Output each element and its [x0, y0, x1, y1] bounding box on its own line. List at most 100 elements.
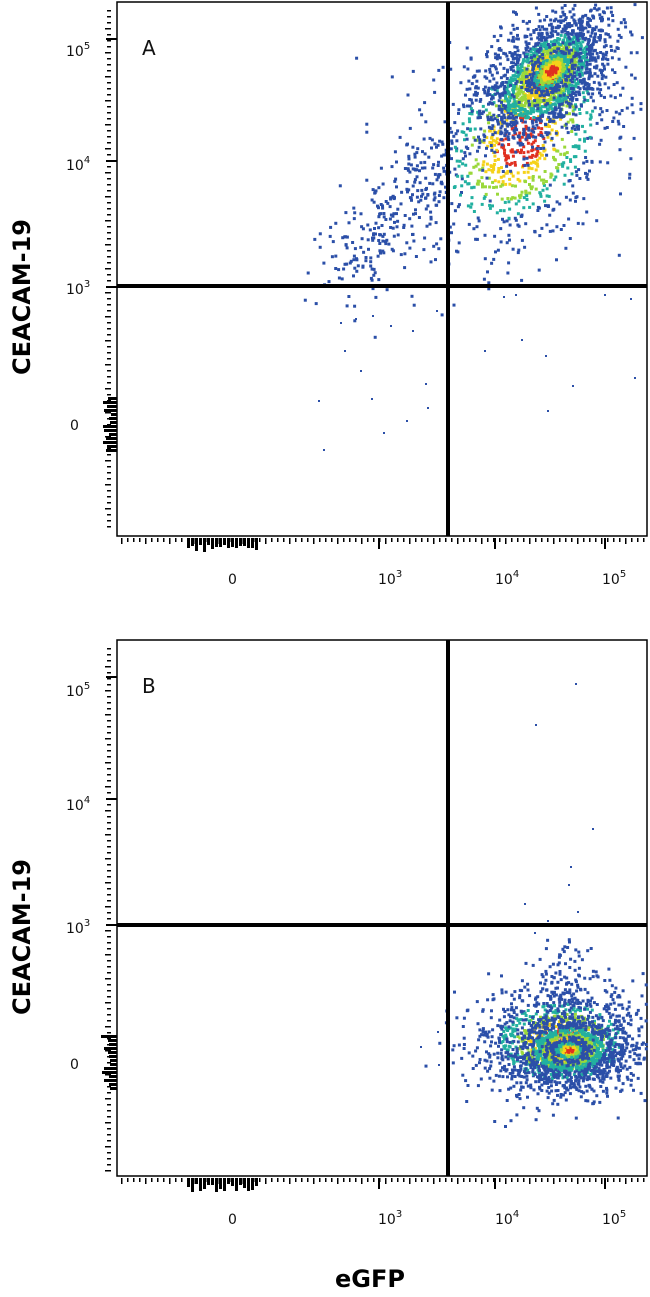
event-dot	[574, 103, 577, 107]
event-dot	[567, 53, 571, 57]
event-dot	[528, 1043, 532, 1047]
event-dot	[510, 1074, 514, 1078]
event-dot	[464, 154, 467, 158]
event-dot	[561, 75, 565, 79]
event-dot	[508, 207, 512, 211]
event-dot	[607, 86, 611, 90]
y-tick	[107, 328, 111, 330]
event-dot	[506, 81, 510, 85]
event-dot	[484, 108, 488, 112]
event-dot	[605, 1047, 609, 1051]
event-dot	[567, 1068, 571, 1072]
event-dot	[570, 48, 573, 52]
event-dot	[575, 64, 579, 68]
event-dot	[526, 135, 530, 139]
event-dot	[572, 13, 576, 17]
event-dot	[489, 1044, 493, 1048]
event-dot	[420, 166, 424, 170]
event-dot	[533, 80, 537, 84]
event-dot	[518, 66, 522, 70]
event-dot	[568, 237, 572, 240]
event-dot	[567, 981, 571, 985]
event-dot	[542, 94, 546, 98]
event-dot	[497, 180, 501, 184]
event-dot	[572, 40, 575, 44]
event-dot	[550, 136, 554, 140]
event-dot	[524, 192, 528, 196]
event-dot	[532, 73, 536, 77]
event-dot	[553, 102, 557, 106]
event-dot	[408, 217, 412, 221]
event-dot	[617, 253, 621, 257]
event-dot	[516, 87, 520, 91]
event-dot	[499, 34, 503, 38]
event-dot	[493, 52, 497, 56]
event-dot	[599, 138, 603, 142]
event-dot	[519, 79, 523, 83]
event-dot	[403, 266, 407, 270]
event-dot	[491, 998, 495, 1002]
event-dot	[506, 124, 510, 128]
event-dot	[594, 40, 598, 44]
event-dot	[603, 126, 607, 130]
event-dot	[552, 58, 556, 62]
event-dot	[525, 1056, 529, 1059]
event-dot	[507, 113, 510, 117]
event-dot	[590, 74, 594, 78]
event-dot	[627, 1005, 631, 1009]
event-dot	[385, 288, 389, 292]
event-dot	[548, 60, 552, 64]
event-dot	[494, 104, 498, 108]
event-dot	[545, 1077, 549, 1081]
event-dot	[548, 63, 552, 67]
event-dot	[535, 56, 539, 60]
event-dot	[519, 103, 523, 107]
event-dot	[598, 113, 602, 117]
event-dot	[557, 37, 561, 41]
event-dot	[352, 274, 355, 278]
event-dot	[575, 44, 579, 48]
event-dot	[539, 147, 543, 150]
event-dot	[472, 136, 476, 140]
event-dot	[546, 43, 550, 46]
y-tick	[107, 490, 111, 492]
event-dot	[577, 1082, 581, 1086]
y-zero-bar	[109, 433, 117, 436]
event-dot	[586, 1007, 590, 1011]
event-dot	[603, 40, 607, 44]
event-dot	[587, 85, 590, 89]
event-dot	[625, 1007, 629, 1011]
event-dot	[607, 23, 611, 27]
event-dot	[614, 110, 618, 114]
event-dot	[522, 196, 526, 200]
event-dot	[515, 1113, 519, 1117]
event-dot	[515, 45, 519, 49]
x-tick	[427, 538, 429, 542]
event-dot	[511, 114, 515, 118]
event-dot	[532, 130, 536, 134]
event-dot	[513, 52, 517, 56]
event-dot	[555, 166, 559, 170]
event-dot	[531, 67, 535, 70]
event-dot	[603, 82, 607, 86]
event-dot	[544, 180, 548, 183]
y-tick	[107, 70, 111, 72]
event-dot	[476, 162, 480, 166]
event-dot	[489, 118, 493, 122]
event-dot	[591, 1015, 595, 1019]
event-dot	[600, 15, 604, 19]
event-dot	[469, 57, 473, 61]
event-dot	[497, 114, 501, 117]
event-dot	[371, 236, 374, 240]
event-dot	[554, 30, 558, 34]
event-dot	[558, 68, 562, 72]
event-dot	[580, 67, 584, 71]
event-dot	[562, 13, 566, 17]
event-dot	[498, 1018, 502, 1022]
y-tick	[107, 226, 111, 228]
event-dot	[528, 205, 532, 209]
event-dot	[571, 191, 575, 195]
event-dot	[595, 219, 599, 223]
event-dot	[495, 141, 499, 144]
event-dot	[550, 1078, 554, 1082]
